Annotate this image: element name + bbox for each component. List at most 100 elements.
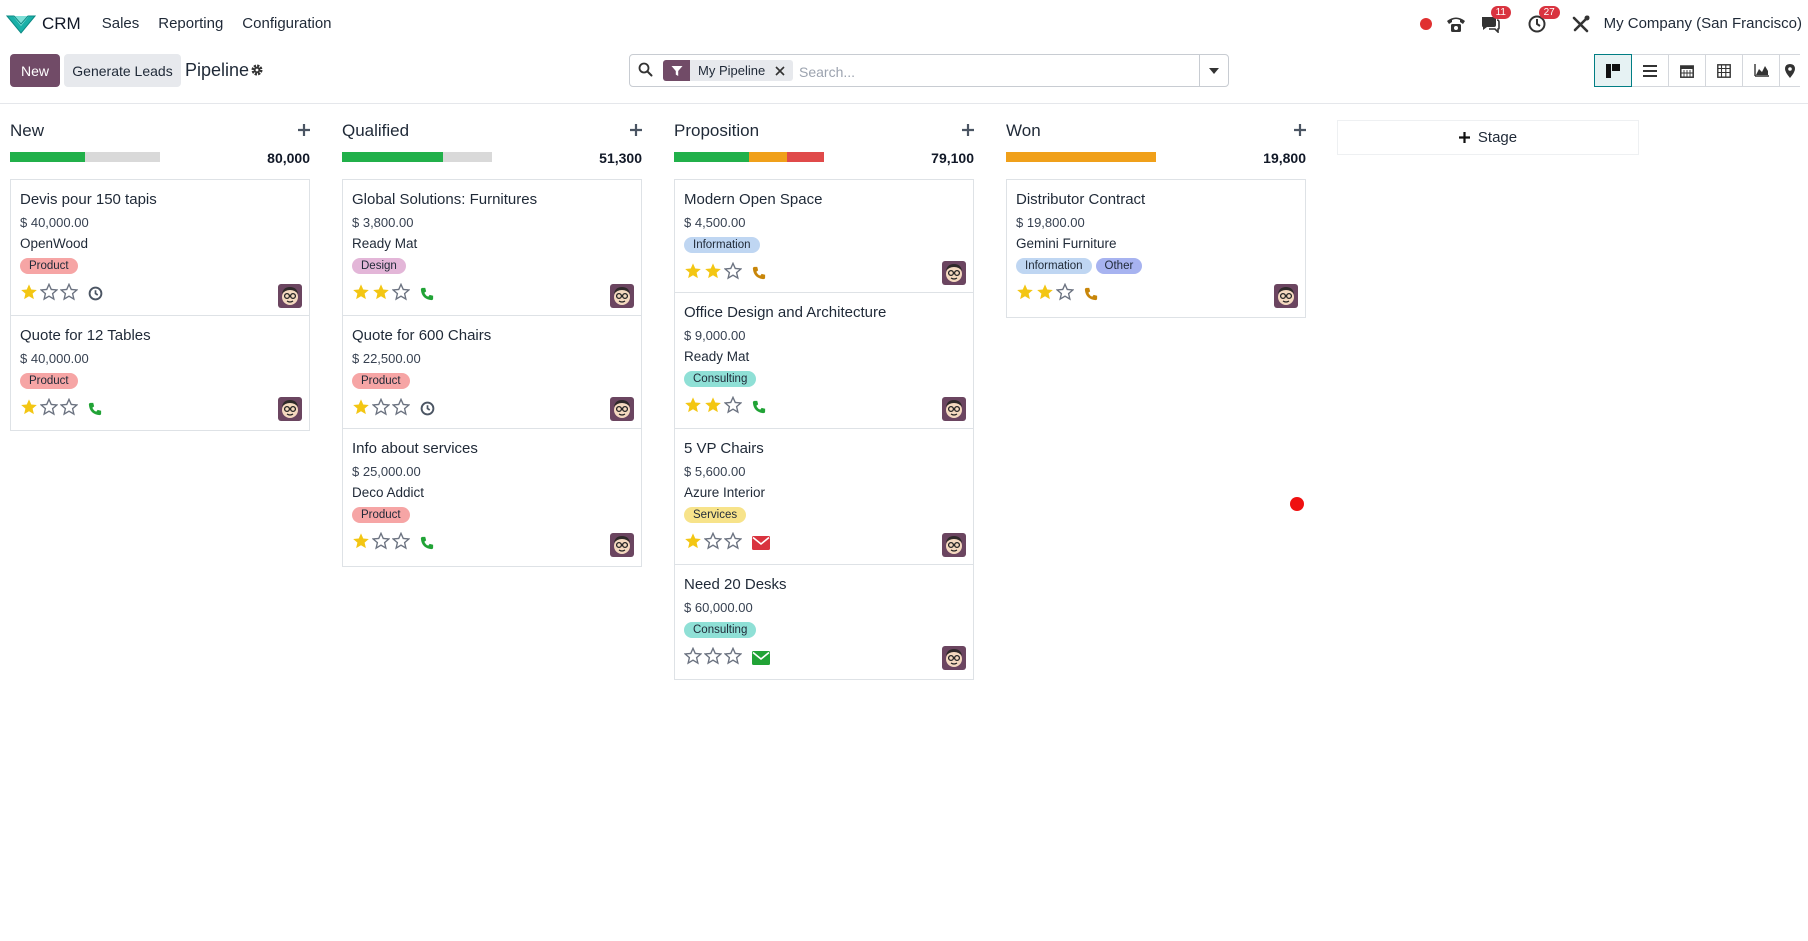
clock-icon[interactable] (420, 401, 435, 416)
column-progress-bar[interactable] (674, 152, 824, 162)
phone-icon[interactable] (1446, 12, 1466, 36)
opportunity-card[interactable]: Devis pour 150 tapis $ 40,000.00 OpenWood P… (10, 179, 310, 318)
opportunity-card[interactable]: 5 VP Chairs $ 5,600.00 Azure Interior Servi… (674, 428, 974, 567)
priority-star-icon[interactable] (703, 646, 723, 668)
salesperson-avatar[interactable] (610, 284, 634, 308)
priority-star-icon[interactable] (39, 282, 59, 304)
priority-star-icon[interactable] (352, 283, 370, 304)
app-name[interactable]: CRM (42, 13, 81, 33)
kanban-view-icon[interactable] (1594, 54, 1632, 87)
salesperson-avatar[interactable] (278, 397, 302, 421)
priority-star-icon[interactable] (59, 282, 79, 304)
opportunity-card[interactable]: Need 20 Desks $ 60,000.00 Consulting (674, 564, 974, 680)
facet-close-icon[interactable] (771, 60, 794, 81)
activities-clock-icon[interactable]: 27 (1528, 5, 1560, 36)
menu-reporting[interactable]: Reporting (158, 15, 224, 32)
salesperson-avatar[interactable] (942, 261, 966, 285)
salesperson-avatar[interactable] (1274, 284, 1298, 308)
opportunity-card[interactable]: Distributor Contract $ 19,800.00 Gemini Fu… (1006, 179, 1306, 318)
company-switcher[interactable]: My Company (San Francisco) (1603, 15, 1802, 32)
salesperson-avatar[interactable] (610, 397, 634, 421)
messages-icon[interactable]: 11 (1480, 5, 1511, 36)
gear-icon[interactable] (250, 63, 264, 80)
column-progress-bar[interactable] (342, 152, 492, 162)
progress-segment-red[interactable] (786, 152, 824, 162)
priority-star-icon[interactable] (723, 531, 743, 553)
priority-star-icon[interactable] (703, 531, 723, 553)
priority-star-icon[interactable] (372, 283, 390, 304)
phone-orange-icon[interactable] (1084, 287, 1098, 301)
pivot-view-icon[interactable] (1705, 54, 1743, 87)
progress-segment-green[interactable] (342, 152, 443, 162)
menu-sales[interactable]: Sales (101, 15, 140, 32)
opportunity-card[interactable]: Office Design and Architecture $ 9,000.00… (674, 292, 974, 431)
priority-star-icon[interactable] (1055, 282, 1075, 304)
phone-green-icon[interactable] (420, 536, 434, 550)
salesperson-avatar[interactable] (610, 533, 634, 557)
generate-leads-button[interactable]: Generate Leads (64, 54, 181, 87)
priority-star-icon[interactable] (20, 283, 38, 304)
priority-star-icon[interactable] (352, 398, 370, 419)
quick-create-plus-icon[interactable] (630, 121, 642, 139)
column-title[interactable]: New (10, 121, 45, 140)
recording-indicator-icon[interactable] (1419, 12, 1432, 36)
column-title[interactable]: Proposition (674, 121, 760, 140)
priority-star-icon[interactable] (352, 532, 370, 553)
priority-star-icon[interactable] (723, 646, 743, 668)
priority-star-icon[interactable] (20, 398, 38, 419)
priority-star-icon[interactable] (391, 397, 411, 419)
opportunity-card[interactable]: Quote for 600 Chairs $ 22,500.00 Product (342, 315, 642, 431)
progress-segment-orange[interactable] (749, 152, 787, 162)
progress-segment-green[interactable] (10, 152, 85, 162)
priority-star-icon[interactable] (704, 396, 722, 417)
priority-star-icon[interactable] (684, 396, 702, 417)
priority-star-icon[interactable] (683, 646, 703, 668)
priority-star-icon[interactable] (39, 397, 59, 419)
salesperson-avatar[interactable] (942, 533, 966, 557)
clock-icon[interactable] (88, 286, 103, 301)
progress-segment-orange[interactable] (1006, 152, 1156, 162)
phone-green-icon[interactable] (420, 287, 434, 301)
priority-star-icon[interactable] (59, 397, 79, 419)
menu-configuration[interactable]: Configuration (242, 15, 332, 32)
phone-green-icon[interactable] (752, 400, 766, 414)
envelope-green-icon[interactable] (752, 650, 770, 665)
priority-star-icon[interactable] (684, 262, 702, 283)
phone-orange-icon[interactable] (752, 266, 766, 280)
opportunity-card[interactable]: Info about services $ 25,000.00 Deco Addic… (342, 428, 642, 567)
priority-star-icon[interactable] (1016, 283, 1034, 304)
quick-create-plus-icon[interactable] (298, 121, 310, 139)
graph-view-icon[interactable] (1742, 54, 1780, 87)
list-view-icon[interactable] (1631, 54, 1669, 87)
debug-tools-icon[interactable] (1572, 12, 1590, 36)
priority-star-icon[interactable] (371, 397, 391, 419)
priority-star-icon[interactable] (1036, 283, 1054, 304)
progress-segment-green[interactable] (674, 152, 749, 162)
quick-create-plus-icon[interactable] (1294, 121, 1306, 139)
search-icon[interactable] (638, 62, 653, 80)
priority-star-icon[interactable] (704, 262, 722, 283)
opportunity-card[interactable]: Quote for 12 Tables $ 40,000.00 Product (10, 315, 310, 431)
opportunity-card[interactable]: Global Solutions: Furnitures $ 3,800.00 Re… (342, 179, 642, 318)
salesperson-avatar[interactable] (942, 397, 966, 421)
crm-logo-icon[interactable] (5, 13, 37, 35)
quick-create-plus-icon[interactable] (962, 121, 974, 139)
priority-star-icon[interactable] (723, 261, 743, 283)
salesperson-avatar[interactable] (942, 646, 966, 670)
search-input[interactable] (797, 60, 1196, 83)
phone-green-icon[interactable] (88, 402, 102, 416)
priority-star-icon[interactable] (391, 282, 411, 304)
add-stage-button[interactable]: Stage (1337, 120, 1639, 155)
column-progress-bar[interactable] (10, 152, 160, 162)
salesperson-avatar[interactable] (278, 284, 302, 308)
priority-star-icon[interactable] (391, 531, 411, 553)
map-view-icon[interactable] (1779, 54, 1800, 87)
priority-star-icon[interactable] (684, 532, 702, 553)
column-title[interactable]: Won (1006, 121, 1041, 140)
new-button[interactable]: New (10, 54, 60, 87)
priority-star-icon[interactable] (371, 531, 391, 553)
priority-star-icon[interactable] (723, 395, 743, 417)
opportunity-card[interactable]: Modern Open Space $ 4,500.00 Information (674, 179, 974, 295)
column-title[interactable]: Qualified (342, 121, 410, 140)
envelope-red-icon[interactable] (752, 535, 770, 550)
